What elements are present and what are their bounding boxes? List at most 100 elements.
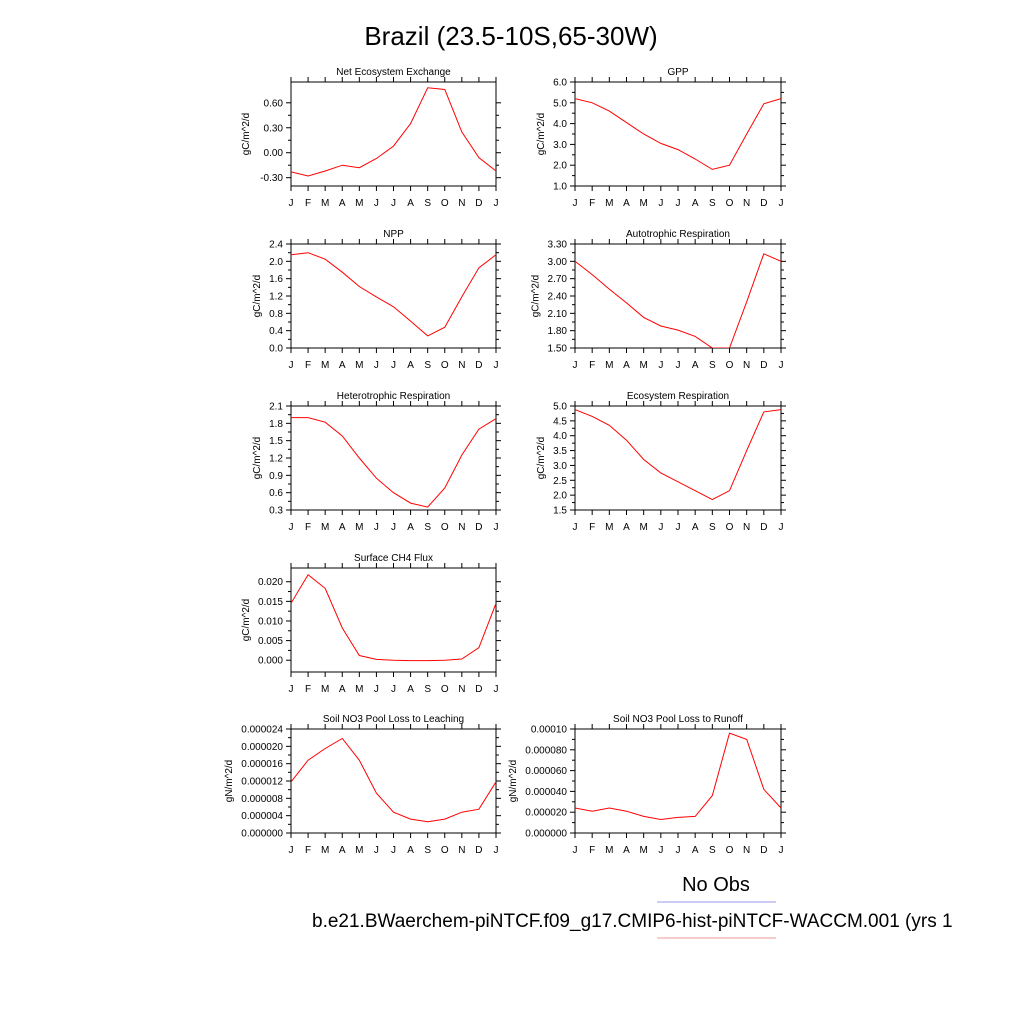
y-tick-label: 1.5	[269, 436, 283, 447]
x-tick-label: J	[374, 198, 379, 209]
y-tick-label: 5.0	[553, 402, 567, 413]
y-tick-label: 1.2	[269, 454, 283, 465]
y-tick-label: 1.6	[269, 274, 283, 285]
y-tick-label: 0.005	[258, 636, 283, 647]
y-tick-label: 2.70	[548, 274, 568, 285]
x-tick-label: J	[573, 198, 578, 209]
x-tick-label: A	[407, 522, 414, 533]
x-tick-label: A	[623, 360, 630, 371]
series-line	[291, 573, 496, 662]
y-tick-label: 2.5	[553, 476, 567, 487]
x-tick-label: J	[573, 522, 578, 533]
x-tick-label: M	[321, 360, 329, 371]
y-tick-label: 0.6	[269, 488, 283, 499]
y-tick-label: 2.0	[553, 491, 567, 502]
y-tick-label: 4.0	[553, 119, 567, 130]
y-tick-label: 0.8	[269, 309, 283, 320]
x-tick-label: A	[623, 522, 630, 533]
x-tick-label: F	[589, 522, 595, 533]
y-tick-label: 2.40	[548, 292, 568, 303]
panel-title: Ecosystem Respiration	[627, 391, 729, 402]
x-tick-label: J	[779, 845, 784, 856]
x-tick-label: J	[374, 845, 379, 856]
x-tick-label: F	[305, 684, 311, 695]
x-tick-label: J	[573, 845, 578, 856]
series-line	[575, 732, 781, 821]
y-tick-label: 4.5	[553, 416, 567, 427]
x-tick-label: M	[355, 684, 363, 695]
x-tick-label: N	[458, 198, 465, 209]
y-tick-label: 3.00	[548, 257, 568, 268]
x-tick-label: J	[494, 845, 499, 856]
x-tick-label: J	[494, 360, 499, 371]
x-tick-label: M	[639, 845, 647, 856]
x-tick-label: D	[475, 845, 482, 856]
y-axis-label: gC/m^2/d	[536, 113, 547, 156]
panel-title: Surface CH4 Flux	[354, 553, 433, 564]
x-tick-label: N	[458, 684, 465, 695]
x-tick-label: J	[374, 360, 379, 371]
x-tick-label: F	[305, 845, 311, 856]
x-tick-label: M	[639, 360, 647, 371]
series-line	[291, 87, 496, 177]
x-tick-label: J	[658, 198, 663, 209]
x-tick-label: M	[605, 845, 613, 856]
y-tick-label: 0.000060	[525, 766, 567, 777]
y-tick-label: 3.0	[553, 140, 567, 151]
y-axis-label: gC/m^2/d	[536, 437, 547, 480]
x-tick-label: M	[321, 684, 329, 695]
y-tick-label: 3.5	[553, 446, 567, 457]
x-tick-label: M	[321, 522, 329, 533]
y-tick-label: 0.000020	[241, 742, 283, 753]
panel-title: Net Ecosystem Exchange	[336, 67, 451, 78]
x-tick-label: S	[709, 360, 716, 371]
y-axis-label: gN/m^2/d	[508, 760, 519, 803]
y-tick-label: -0.30	[260, 173, 283, 184]
x-tick-label: D	[475, 684, 482, 695]
y-tick-label: 1.2	[269, 292, 283, 303]
x-tick-label: A	[407, 684, 414, 695]
x-tick-label: J	[391, 684, 396, 695]
y-axis-label: gC/m^2/d	[252, 275, 263, 318]
x-tick-label: N	[458, 522, 465, 533]
y-tick-label: 0.000024	[241, 725, 283, 736]
y-tick-label: 2.4	[269, 240, 283, 251]
x-tick-label: F	[305, 522, 311, 533]
x-tick-label: S	[424, 845, 431, 856]
y-tick-label: 0.000040	[525, 787, 567, 798]
x-tick-label: O	[726, 360, 734, 371]
x-tick-label: J	[289, 522, 294, 533]
y-tick-label: 0.9	[269, 471, 283, 482]
x-tick-label: D	[760, 360, 767, 371]
panel-title: Heterotrophic Respiration	[337, 391, 450, 402]
x-tick-label: J	[391, 845, 396, 856]
x-tick-label: J	[658, 845, 663, 856]
y-tick-label: 2.10	[548, 309, 568, 320]
y-tick-label: 0.60	[264, 98, 284, 109]
panel-title: Autotrophic Respiration	[626, 229, 730, 240]
y-tick-label: 2.0	[553, 161, 567, 172]
y-tick-label: 3.0	[553, 461, 567, 472]
series-line	[291, 737, 496, 823]
x-tick-label: A	[623, 845, 630, 856]
x-tick-label: M	[355, 198, 363, 209]
x-tick-label: O	[441, 198, 449, 209]
legend-label: No Obs	[682, 874, 750, 896]
x-tick-label: M	[605, 198, 613, 209]
x-tick-label: M	[605, 360, 613, 371]
y-axis-label: gC/m^2/d	[531, 275, 542, 318]
x-tick-label: M	[321, 845, 329, 856]
x-tick-label: J	[658, 522, 663, 533]
y-tick-label: 0.020	[258, 577, 283, 588]
x-tick-label: M	[639, 522, 647, 533]
x-tick-label: O	[726, 198, 734, 209]
y-tick-label: 0.00010	[531, 725, 568, 736]
x-tick-label: D	[760, 198, 767, 209]
y-tick-label: 0.4	[269, 326, 283, 337]
x-tick-label: J	[391, 360, 396, 371]
